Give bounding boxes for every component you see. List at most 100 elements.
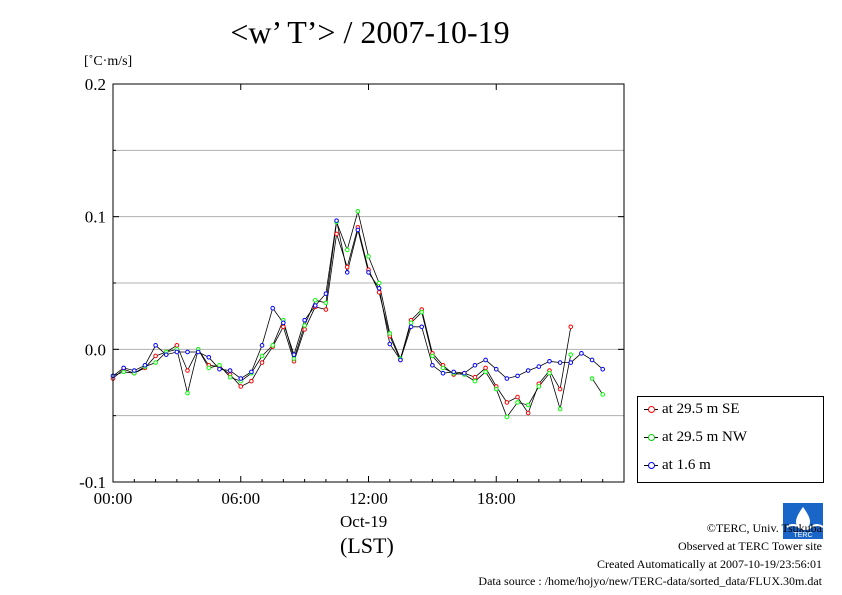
series-point xyxy=(185,390,190,396)
series-point xyxy=(366,254,371,259)
footer-source: Data source : /home/hojyo/new/TERC-data/… xyxy=(478,574,822,588)
y-tick-label: 0.1 xyxy=(85,208,106,227)
series-line xyxy=(112,225,572,414)
series-point xyxy=(589,357,595,363)
series-point xyxy=(451,369,456,375)
series-point xyxy=(483,365,488,371)
series-point xyxy=(504,414,510,420)
series-point xyxy=(131,368,137,373)
series-point xyxy=(568,352,574,357)
series-point xyxy=(217,362,222,368)
series-point xyxy=(376,286,382,291)
series-point xyxy=(270,343,275,348)
series-point xyxy=(493,366,499,372)
series-point xyxy=(185,349,190,355)
series-point xyxy=(121,369,126,375)
series-point xyxy=(195,349,201,355)
series-point xyxy=(366,270,371,275)
series-point xyxy=(557,386,563,392)
series-line xyxy=(591,378,604,395)
series-point xyxy=(430,362,435,368)
series-point xyxy=(472,362,478,368)
series-point xyxy=(387,331,393,336)
x-date-label: Oct-19 xyxy=(340,512,388,531)
series-point xyxy=(557,406,563,412)
series-point xyxy=(312,297,318,303)
series-point xyxy=(291,352,297,357)
series-point xyxy=(259,360,265,365)
series-point xyxy=(547,358,552,364)
y-tick-label: 0.0 xyxy=(85,340,106,359)
series-points xyxy=(110,209,606,420)
series-point xyxy=(557,360,563,365)
legend-swatch-nw xyxy=(644,434,658,442)
y-tick-label: -0.1 xyxy=(79,473,106,492)
series-point xyxy=(185,368,190,373)
series-point xyxy=(153,343,158,348)
logo-text: TERC xyxy=(793,532,812,539)
series-point xyxy=(323,300,329,306)
series-point xyxy=(398,357,403,363)
legend-swatch-se xyxy=(644,406,658,414)
series-point xyxy=(334,218,339,223)
series-point xyxy=(483,357,488,363)
series-point xyxy=(515,394,520,400)
series-point xyxy=(440,370,446,376)
series-point xyxy=(249,369,254,375)
terc-logo: TERC xyxy=(783,503,823,539)
series-point xyxy=(227,374,233,380)
series-point xyxy=(504,400,510,405)
legend-label-nw: at 29.5 m NW xyxy=(662,429,747,445)
x-timezone-label: (LST) xyxy=(340,533,394,558)
series-point xyxy=(419,324,425,330)
series-point xyxy=(238,384,244,389)
series-point xyxy=(174,349,180,355)
series-point xyxy=(462,370,467,376)
series-point xyxy=(525,402,531,408)
series-point xyxy=(323,307,329,312)
series-point xyxy=(547,370,552,376)
series-point xyxy=(142,362,148,368)
series-point xyxy=(408,324,414,330)
series-point xyxy=(291,356,297,361)
series-point xyxy=(472,374,478,380)
series-point xyxy=(281,324,286,330)
legend-item-low: at 1.6 m xyxy=(644,457,711,474)
axis-tick-labels: 0.2 0.1 0.0 -0.100:00 06:00 12:00 18:00 xyxy=(79,75,516,508)
series-point xyxy=(568,360,574,365)
series-point xyxy=(259,343,265,348)
series-point xyxy=(376,289,382,295)
series-point xyxy=(121,365,126,371)
series-point xyxy=(312,303,318,308)
y-tick-label: 0.2 xyxy=(85,75,106,94)
x-tick-label: 18:00 xyxy=(477,489,516,508)
footer-observed: Observed at TERC Tower site xyxy=(677,539,822,553)
series-point xyxy=(174,343,180,348)
series-point xyxy=(387,341,393,347)
series-point xyxy=(536,384,542,389)
series-line xyxy=(112,220,603,379)
series-point xyxy=(515,373,520,379)
series-point xyxy=(334,231,339,237)
x-tick-label: 12:00 xyxy=(349,489,388,508)
series-point xyxy=(153,360,158,365)
series-point xyxy=(579,351,584,356)
series-point xyxy=(525,368,531,373)
series-line xyxy=(112,211,572,418)
series-point xyxy=(344,270,350,275)
series-point xyxy=(419,309,425,315)
series-point xyxy=(568,324,574,330)
series-point xyxy=(217,366,222,372)
series-point xyxy=(440,365,446,371)
series-point xyxy=(515,400,520,405)
axis-ticks xyxy=(112,83,624,483)
footer-created: Created Automatically at 2007-10-19/23:5… xyxy=(597,557,822,571)
footer-copyright: ©TERC, Univ. Tsukuba xyxy=(706,521,822,535)
series-point xyxy=(472,378,478,384)
chart-title: <w’ T’> / 2007-10-19 xyxy=(230,14,510,50)
series-point xyxy=(504,376,510,381)
legend-label-se: at 29.5 m SE xyxy=(662,401,740,417)
series-point xyxy=(344,247,350,253)
series-point xyxy=(408,320,414,326)
series-point xyxy=(355,209,361,214)
